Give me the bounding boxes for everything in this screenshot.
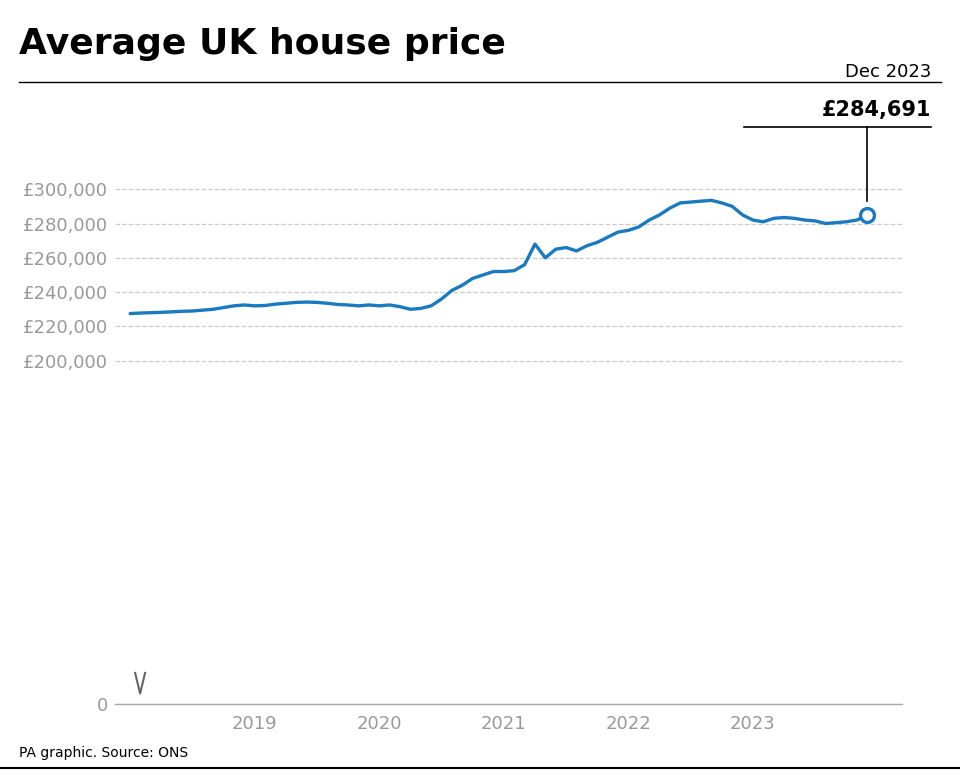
Text: Dec 2023: Dec 2023 xyxy=(845,63,931,81)
Text: Average UK house price: Average UK house price xyxy=(19,27,506,61)
Text: PA graphic. Source: ONS: PA graphic. Source: ONS xyxy=(19,746,188,760)
Text: £284,691: £284,691 xyxy=(822,100,931,120)
